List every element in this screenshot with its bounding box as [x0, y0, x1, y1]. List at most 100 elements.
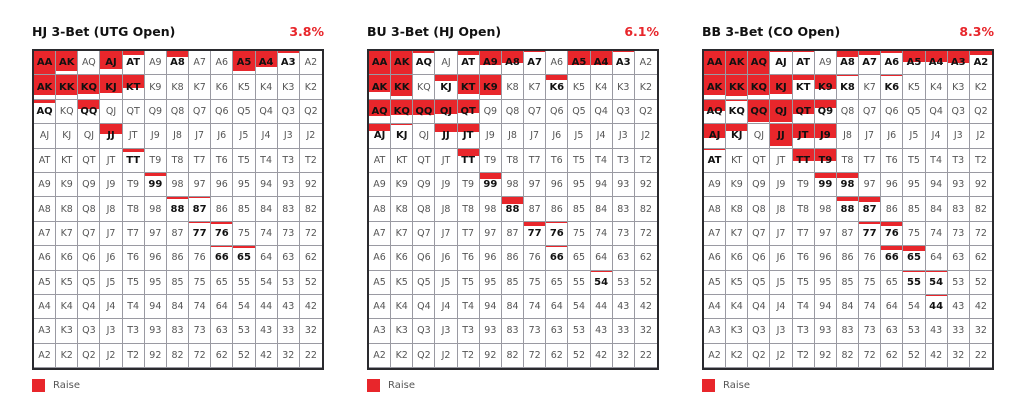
- hand-label: 95: [237, 179, 250, 191]
- hand-cell: K8: [166, 75, 190, 100]
- hand-label: 76: [549, 227, 564, 239]
- hand-label: T7: [127, 227, 140, 239]
- hand-cell: 94: [590, 172, 613, 198]
- hand-cell: 63: [546, 319, 569, 344]
- hand-label: 53: [952, 276, 965, 288]
- hand-cell: JT: [435, 148, 458, 173]
- hand-cell: KJ: [770, 75, 793, 100]
- hand-label: 42: [304, 301, 317, 313]
- hand-label: A3: [950, 57, 966, 69]
- hand-label: K7: [863, 81, 876, 93]
- hand-cell: 52: [903, 343, 926, 369]
- hand-cell: 94: [814, 294, 837, 320]
- hand-cell: 65: [568, 246, 591, 271]
- hand-cell: AJ: [100, 51, 123, 76]
- hand-cell: AT: [34, 148, 57, 173]
- hand-label: 32: [974, 325, 987, 337]
- hand-cell: Q7: [748, 221, 771, 247]
- hand-cell: 86: [836, 246, 860, 271]
- hand-cell: J7: [100, 221, 123, 247]
- hand-label: K4: [60, 301, 73, 313]
- hand-cell: AK: [369, 75, 392, 100]
- hand-cell: 82: [969, 197, 992, 222]
- raise-fill: [836, 197, 859, 201]
- hand-cell: AQ: [78, 51, 101, 76]
- hand-cell: T5: [233, 148, 256, 173]
- hand-cell: 73: [189, 319, 212, 344]
- hand-label: 88: [505, 203, 520, 215]
- hand-cell: Q5: [233, 99, 256, 125]
- hand-cell: 98: [479, 197, 502, 222]
- raise-swatch: [32, 379, 45, 393]
- hand-cell: 82: [299, 197, 322, 222]
- hand-label: K8: [60, 203, 73, 215]
- hand-cell: 65: [233, 246, 256, 271]
- hand-cell: T6: [211, 148, 234, 173]
- hand-label: KK: [728, 81, 745, 93]
- hand-cell: 32: [277, 343, 300, 369]
- hand-cell: 22: [634, 344, 657, 369]
- hand-label: J6: [217, 130, 227, 142]
- hand-cell: T4: [925, 148, 948, 173]
- hand-label: J2: [106, 349, 116, 361]
- hand-label: T4: [462, 301, 475, 313]
- hand-cell: A4: [704, 294, 727, 320]
- hand-cell: 84: [501, 294, 525, 320]
- hand-cell: J7: [859, 124, 882, 149]
- raise-fill: [704, 51, 726, 75]
- hand-label: 53: [282, 276, 295, 288]
- hand-label: AJ: [105, 57, 117, 69]
- hand-label: 65: [885, 276, 898, 288]
- hand-label: JT: [106, 154, 116, 166]
- hand-label: 64: [885, 301, 898, 313]
- hand-cell: T7: [792, 221, 815, 247]
- hand-label: 97: [863, 179, 876, 191]
- hand-cell: 53: [277, 270, 300, 295]
- hand-cell: Q3: [277, 99, 300, 125]
- hand-label: K2: [974, 81, 988, 93]
- hand-cell: J2: [634, 124, 657, 149]
- hand-label: Q8: [505, 105, 520, 117]
- hand-label: 65: [906, 252, 921, 264]
- hand-label: 54: [594, 276, 609, 288]
- hand-label: J4: [441, 301, 451, 313]
- hand-label: A2: [708, 349, 721, 361]
- hand-cell: Q3: [413, 319, 436, 344]
- hand-label: A3: [38, 325, 51, 337]
- hand-cell: QQ: [413, 99, 436, 125]
- raise-fill: [479, 172, 501, 179]
- hand-cell: Q3: [947, 99, 970, 125]
- hand-cell: AT: [704, 148, 727, 173]
- hand-cell: 72: [969, 222, 992, 247]
- hand-label: QQ: [80, 105, 98, 117]
- hand-label: K3: [395, 325, 408, 337]
- hand-label: Q6: [885, 105, 899, 117]
- hand-cell: 94: [925, 172, 948, 198]
- hand-cell: 94: [144, 294, 167, 320]
- hand-cell: K5: [391, 270, 414, 295]
- hand-label: K9: [730, 179, 743, 191]
- hand-label: 63: [550, 325, 563, 337]
- hand-cell: 66: [546, 246, 569, 271]
- hand-cell: 87: [189, 197, 212, 222]
- hand-cell: 52: [568, 343, 591, 369]
- raise-fill: [435, 99, 457, 114]
- hand-label: J9: [441, 179, 451, 191]
- hand-label: J3: [618, 130, 628, 142]
- hand-cell: K9: [144, 75, 167, 100]
- hand-cell: T6: [792, 246, 815, 271]
- hand-label: KT: [795, 81, 811, 93]
- hand-cell: AK: [391, 51, 414, 76]
- hand-label: TT: [461, 154, 476, 166]
- hand-label: 66: [884, 252, 899, 264]
- hand-label: T9: [797, 179, 810, 191]
- hand-label: AK: [393, 57, 410, 69]
- hand-cell: Q2: [748, 343, 771, 369]
- hand-cell: T2: [122, 343, 145, 369]
- hand-cell: 72: [634, 222, 657, 247]
- hand-label: T3: [462, 325, 475, 337]
- hand-cell: AT: [457, 51, 480, 76]
- hand-label: AA: [706, 57, 723, 69]
- hand-cell: J5: [233, 124, 256, 149]
- hand-label: AT: [707, 154, 722, 166]
